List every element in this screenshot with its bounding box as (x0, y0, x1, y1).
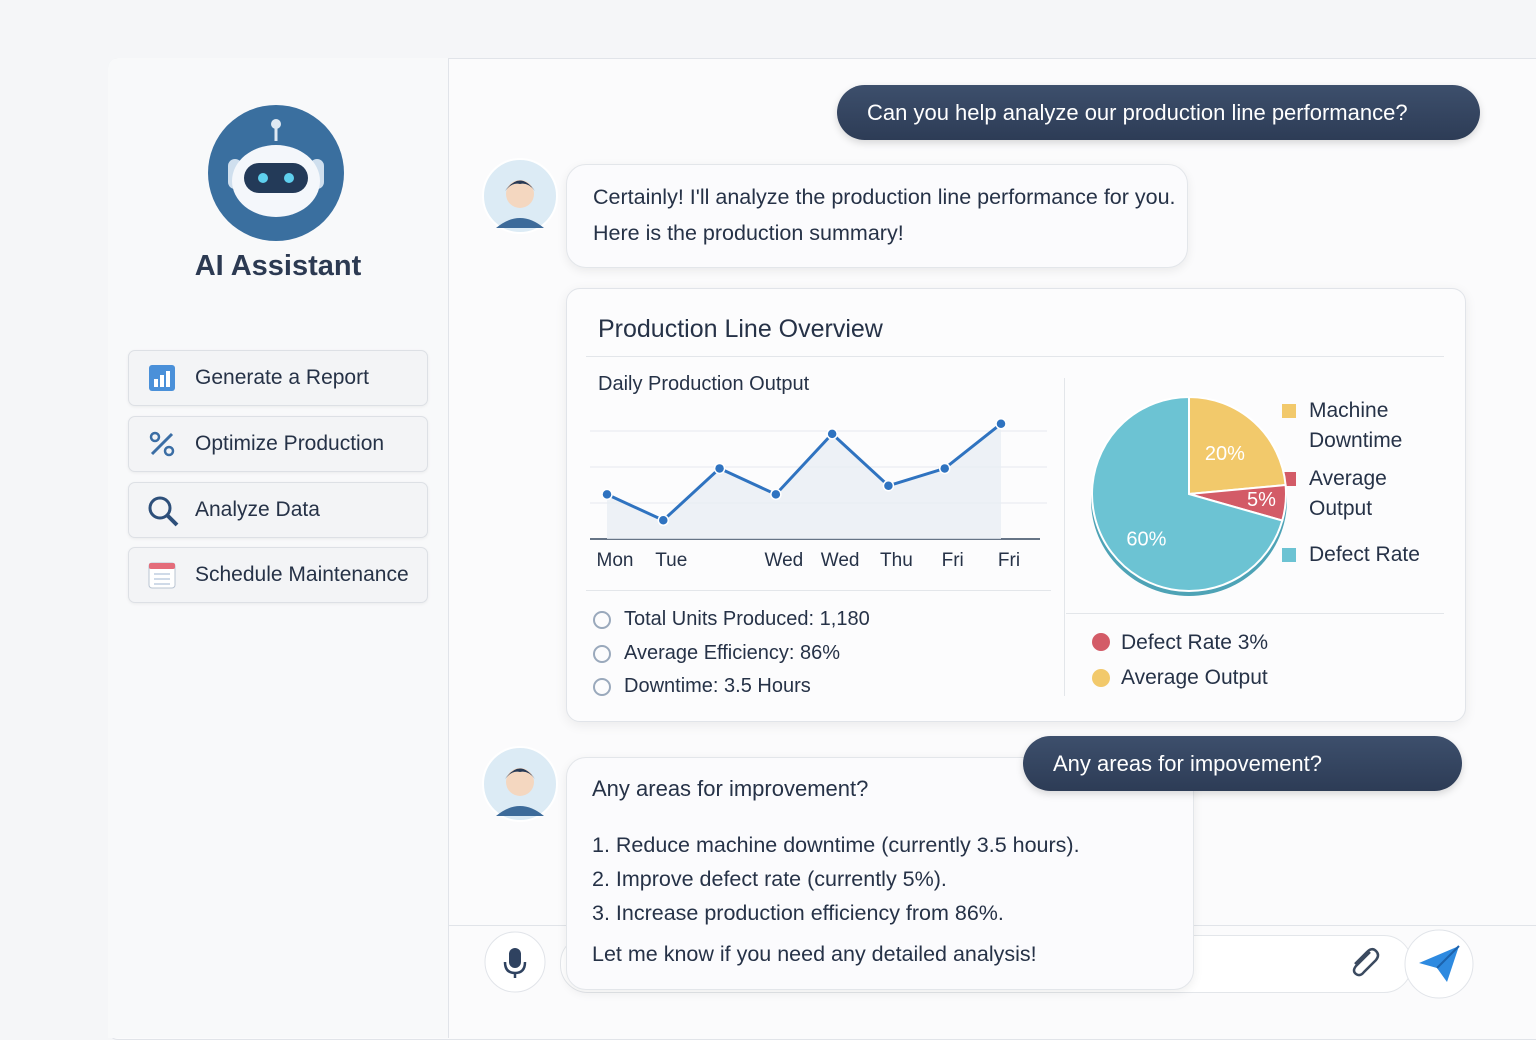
stat: Downtime: 3.5 Hours (624, 675, 811, 697)
menu-label: Schedule Maintenance (195, 563, 409, 586)
menu-button[interactable]: Analyze Data (128, 482, 428, 538)
menu-button[interactable]: Optimize Production (128, 416, 428, 472)
legend-label: Machine Downtime (1309, 399, 1403, 452)
mic-button[interactable] (484, 931, 546, 993)
user-message: Can you help analyze our production line… (837, 85, 1480, 140)
divider (1066, 613, 1444, 614)
menu-label: Analyze Data (195, 498, 320, 521)
bot-avatar (482, 158, 558, 234)
divider (586, 590, 1051, 591)
reply-heading: Any areas for improvement? (592, 776, 869, 801)
legend-item: Defect Rate (1282, 540, 1452, 570)
sidebar-title: AI Assistant (194, 250, 362, 282)
stat-icons (593, 611, 611, 696)
legend-swatch (1282, 404, 1296, 418)
divider (1064, 378, 1065, 696)
legend-dots (1092, 633, 1110, 687)
chart-title: Daily Production Output (598, 373, 810, 395)
menu-label: Optimize Production (195, 432, 385, 455)
reply-closing: Let me know if you need any detailed ana… (592, 942, 1037, 966)
menu-label: Generate a Report (195, 366, 369, 389)
legend-item: Average Output (1282, 464, 1452, 524)
bot-avatar (482, 746, 558, 822)
user-message: Any areas for impovement? (1023, 736, 1462, 791)
legend-item: Machine Downtime (1282, 396, 1452, 456)
send-button[interactable] (1403, 928, 1475, 1000)
legend-label: Defect Rate (1309, 543, 1420, 566)
legend-swatch (1282, 548, 1296, 562)
reply-item: 3. Increase production efficiency from 8… (592, 901, 1004, 925)
bot-message: Any areas for improvement? 1. Reduce mac… (566, 757, 1194, 990)
robot-logo (208, 105, 344, 241)
divider (586, 356, 1444, 357)
reply-item: 1. Reduce machine downtime (currently 3.… (592, 833, 1080, 857)
reply-list: 1. Reduce machine downtime (currently 3.… (592, 828, 1080, 930)
bot-message: Certainly! I'll analyze the production l… (566, 164, 1188, 268)
menu-button[interactable]: Schedule Maintenance (128, 547, 428, 603)
reply-item: 2. Improve defect rate (currently 5%). (592, 867, 947, 891)
legend-text: Defect Rate 3% (1121, 631, 1269, 654)
stat: Average Efficiency: 86% (624, 642, 841, 664)
menu-button[interactable]: Generate a Report (128, 350, 428, 406)
legend-swatch (1282, 472, 1296, 486)
pie-legend: Machine Downtime Average Output Defect Rat… (1282, 396, 1452, 578)
legend-text: Average Output (1121, 666, 1268, 689)
stat: Total Units Produced: 1,180 (624, 608, 870, 630)
legend-label: Average Output (1309, 467, 1387, 520)
card-title: Production Line Overview (598, 315, 883, 343)
attach-button[interactable] (1346, 944, 1382, 980)
